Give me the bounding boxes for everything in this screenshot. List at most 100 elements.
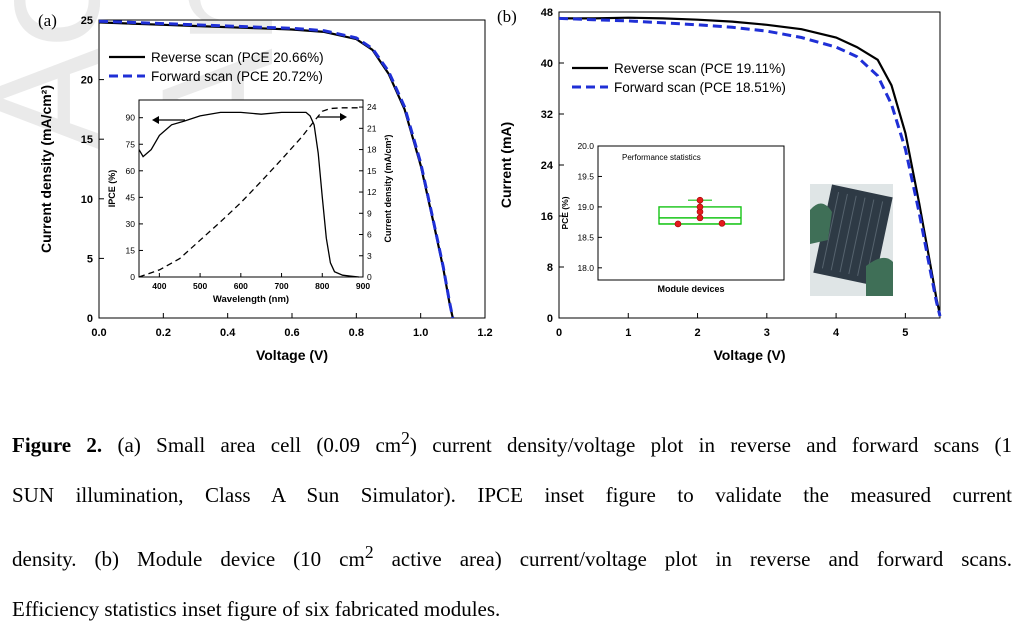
y-tick-label: 0 bbox=[547, 313, 553, 325]
y-tick-label: 25 bbox=[81, 15, 93, 27]
inset-y2-tick-label: 9 bbox=[367, 208, 372, 218]
y-tick-label: 48 bbox=[541, 7, 553, 19]
inset-y-tick-label: 19.0 bbox=[577, 202, 594, 212]
y-tick-label: 32 bbox=[541, 109, 553, 121]
module-photo-stripe bbox=[848, 197, 866, 275]
legend-label: Forward scan (PCE 20.72%) bbox=[151, 69, 323, 84]
inset-y-tick-label: 19.5 bbox=[577, 171, 594, 181]
inset-y-axis-label: PCE (%) bbox=[560, 196, 570, 229]
inset-y-tick-label: 75 bbox=[126, 139, 136, 149]
x-tick-label: 0.2 bbox=[156, 327, 171, 339]
x-tick-label: 0 bbox=[556, 327, 562, 339]
y-axis-label: Current (mA) bbox=[498, 122, 514, 208]
x-tick-label: 0.0 bbox=[91, 327, 106, 339]
module-photo-stripe bbox=[821, 191, 840, 269]
panel-label: (a) bbox=[38, 11, 57, 30]
y-tick-label: 15 bbox=[81, 134, 93, 146]
panel-b: 0 1 2 3 4 5 0 8 16 24 32 40 48 Voltage (V) Current (mA… bbox=[497, 7, 942, 363]
inset-y-axis-label: IPCE (%) bbox=[107, 170, 117, 208]
inset-x-tick-label: 800 bbox=[315, 281, 329, 291]
caption-text: active area) current/voltage plot in rev… bbox=[373, 547, 1012, 571]
ipce-line bbox=[138, 111, 359, 278]
data-point bbox=[696, 214, 704, 222]
integrated-current-line bbox=[138, 107, 359, 278]
y-tick-label: 16 bbox=[541, 211, 553, 223]
inset-y-tick-label: 18.0 bbox=[577, 263, 594, 273]
x-tick-label: 1 bbox=[625, 327, 631, 339]
x-tick-label: 3 bbox=[764, 327, 770, 339]
inset-x-tick-label: 400 bbox=[152, 281, 166, 291]
arrow-right-head bbox=[340, 113, 347, 121]
arrow-left-head bbox=[152, 116, 159, 124]
module-photo-glove bbox=[810, 203, 832, 244]
inset-y2-tick-label: 15 bbox=[367, 166, 377, 176]
x-tick-label: 2 bbox=[694, 327, 700, 339]
figure-caption: Figure 2. (a) Small area cell (0.09 cm2)… bbox=[12, 410, 1012, 638]
inset-y2-tick-label: 12 bbox=[367, 187, 377, 197]
panel-label: (b) bbox=[497, 7, 517, 26]
x-axis-label: Voltage (V) bbox=[713, 347, 785, 363]
inset-y-tick-label: 20.0 bbox=[577, 141, 594, 151]
x-tick-label: 0.4 bbox=[220, 327, 236, 339]
caption-text: density. (b) Module device (10 cm bbox=[12, 547, 365, 571]
caption-line-1: Figure 2. (a) Small area cell (0.09 cm2)… bbox=[12, 410, 1012, 467]
inset-y2-tick-label: 24 bbox=[367, 102, 377, 112]
data-point bbox=[718, 220, 726, 227]
inset-x-axis-label: Module devices bbox=[657, 284, 724, 294]
y-tick-label: 8 bbox=[547, 262, 553, 274]
y-tick-label: 40 bbox=[541, 58, 553, 70]
inset-x-tick-label: 600 bbox=[234, 281, 248, 291]
caption-line-3: density. (b) Module device (10 cm2 activ… bbox=[12, 524, 1012, 581]
panel-a: 0.0 0.2 0.4 0.6 0.8 1.0 1.2 0 5 10 15 20 25 Voltage (… bbox=[38, 11, 493, 363]
y-axis-label: Current density (mA/cm²) bbox=[38, 85, 54, 253]
data-point bbox=[674, 220, 682, 228]
inset-y-tick-label: 60 bbox=[126, 166, 136, 176]
inset-y-tick-label: 30 bbox=[126, 219, 136, 229]
x-tick-label: 0.6 bbox=[284, 327, 299, 339]
y-tick-label: 20 bbox=[81, 75, 93, 87]
inset-y-tick-label: 90 bbox=[126, 113, 136, 123]
inset-y2-tick-label: 3 bbox=[367, 251, 372, 261]
inset-y2-axis-label: Current density (mA/cm²) bbox=[383, 134, 393, 242]
inset-y-tick-label: 18.5 bbox=[577, 232, 594, 242]
x-tick-label: 4 bbox=[833, 327, 840, 339]
inset-y-tick-label: 45 bbox=[126, 192, 136, 202]
inset-y2-tick-label: 21 bbox=[367, 123, 377, 133]
inset-y-tick-label: 15 bbox=[126, 245, 136, 255]
x-tick-label: 0.8 bbox=[349, 327, 364, 339]
x-tick-label: 1.2 bbox=[477, 327, 492, 339]
inset-title: Performance statistics bbox=[622, 153, 701, 162]
caption-figure-label: Figure 2. bbox=[12, 433, 103, 457]
module-photo-stripe bbox=[839, 195, 857, 273]
inset-frame bbox=[597, 145, 785, 281]
forward-scan-line bbox=[98, 19, 455, 319]
caption-line-2: SUN illumination, Class A Sun Simulator)… bbox=[12, 483, 1012, 507]
y-tick-label: 0 bbox=[87, 313, 93, 325]
legend-label: Reverse scan (PCE 19.11%) bbox=[614, 61, 786, 76]
x-tick-label: 5 bbox=[902, 327, 908, 339]
y-tick-label: 24 bbox=[541, 160, 554, 172]
caption-text: ) current density/voltage plot in revers… bbox=[409, 433, 1012, 457]
caption-line-4: Efficiency statistics inset figure of si… bbox=[12, 597, 501, 621]
inset-y2-tick-label: 6 bbox=[367, 230, 372, 240]
module-photo-stripe bbox=[857, 199, 875, 276]
y-tick-label: 10 bbox=[81, 194, 93, 206]
legend-label: Forward scan (PCE 18.51%) bbox=[614, 80, 786, 95]
caption-superscript: 2 bbox=[401, 428, 410, 448]
inset-x-axis-label: Wavelength (nm) bbox=[213, 294, 289, 305]
data-point bbox=[696, 203, 704, 211]
y-tick-label: 5 bbox=[87, 253, 93, 265]
x-axis-label: Voltage (V) bbox=[256, 347, 328, 363]
module-photo-stripe bbox=[830, 193, 848, 271]
x-tick-label: 1.0 bbox=[413, 327, 428, 339]
inset-frame bbox=[138, 99, 364, 278]
inset-x-tick-label: 500 bbox=[193, 281, 207, 291]
module-photo-glove bbox=[866, 257, 893, 296]
inset-x-tick-label: 900 bbox=[356, 281, 370, 291]
inset-x-tick-label: 700 bbox=[274, 281, 288, 291]
inset-y-tick-label: 0 bbox=[130, 272, 135, 282]
inset-y2-tick-label: 0 bbox=[367, 272, 372, 282]
data-point bbox=[696, 196, 704, 204]
caption-text: (a) Small area cell (0.09 cm bbox=[102, 433, 402, 457]
